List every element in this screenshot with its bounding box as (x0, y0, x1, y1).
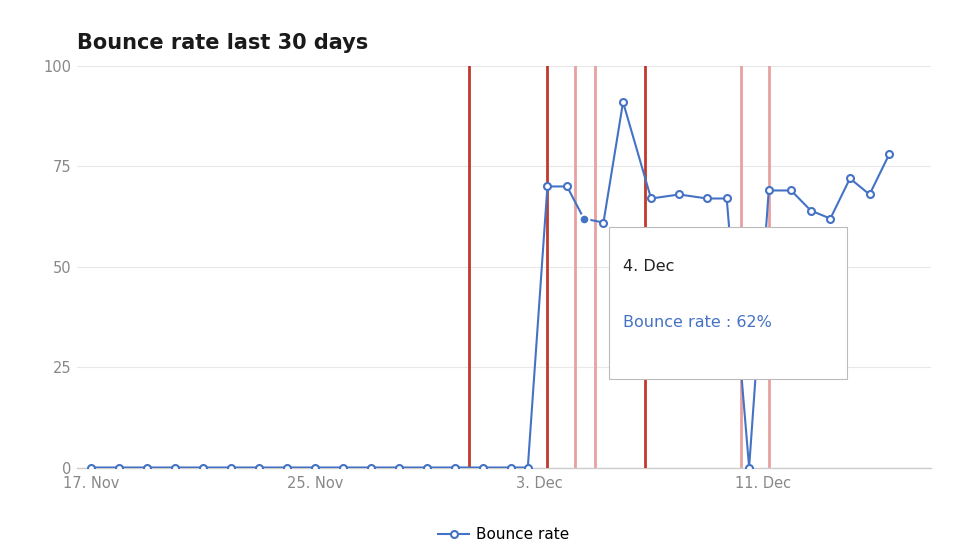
Text: Bounce rate last 30 days: Bounce rate last 30 days (77, 34, 368, 53)
Text: Bounce rate : 62%: Bounce rate : 62% (623, 315, 772, 330)
Text: 4. Dec: 4. Dec (623, 258, 675, 274)
FancyBboxPatch shape (609, 227, 847, 379)
Legend: Bounce rate: Bounce rate (432, 521, 576, 548)
